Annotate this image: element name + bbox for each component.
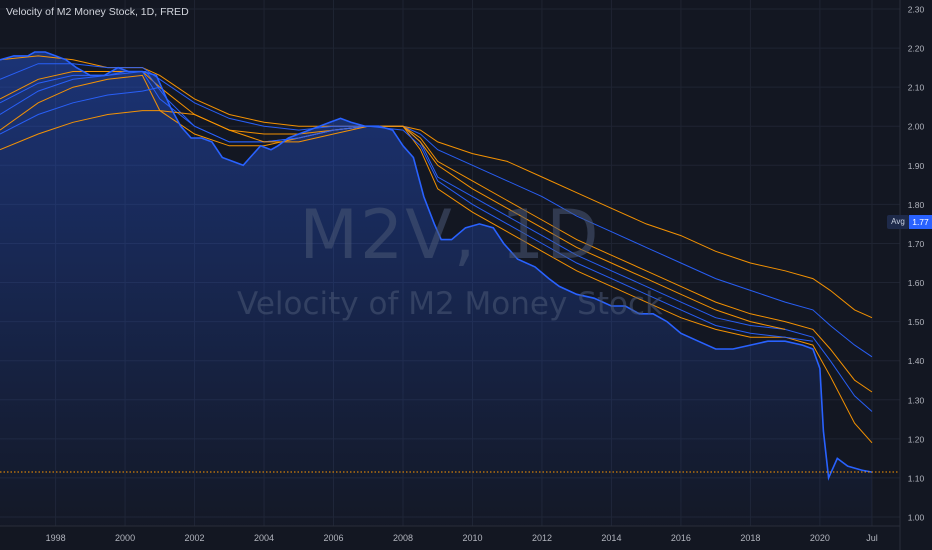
x-tick-label: 2014 [601, 533, 621, 543]
x-tick-label: 2004 [254, 533, 274, 543]
x-tick-label: 2020 [810, 533, 830, 543]
y-tick-label: 1.10 [908, 473, 925, 483]
series-line-5 [0, 74, 873, 444]
series-line-1 [0, 55, 873, 319]
price-line [0, 51, 873, 481]
y-tick-label: 2.00 [908, 122, 925, 132]
y-tick-label: 2.30 [908, 5, 925, 15]
y-tick-label: 1.30 [908, 395, 925, 405]
y-tick-label: 1.70 [908, 239, 925, 249]
avg-label: Avg [887, 215, 909, 229]
series-line-8 [0, 86, 160, 135]
x-tick-label: 2006 [323, 533, 343, 543]
x-tick-label: 2010 [462, 533, 482, 543]
y-tick-label: 2.10 [908, 83, 925, 93]
x-tick-label: 2016 [671, 533, 691, 543]
x-tick-label: 2000 [115, 533, 135, 543]
x-tick-label: 2002 [185, 533, 205, 543]
y-tick-label: 1.90 [908, 161, 925, 171]
avg-value: 1.77 [909, 215, 932, 229]
series-line-4 [0, 70, 873, 412]
x-tick-label: 2008 [393, 533, 413, 543]
x-tick-label: Jul [866, 533, 878, 543]
y-tick-label: 1.60 [908, 278, 925, 288]
y-tick-label: 1.80 [908, 200, 925, 210]
y-tick-label: 1.00 [908, 513, 925, 523]
y-tick-label: 2.20 [908, 44, 925, 54]
x-tick-label: 2012 [532, 533, 552, 543]
series-line-7 [0, 110, 786, 330]
y-axis-panel [900, 0, 932, 550]
x-tick-label: 1998 [46, 533, 66, 543]
x-tick-label: 2018 [740, 533, 760, 543]
y-tick-label: 1.40 [908, 356, 925, 366]
chart-title[interactable]: Velocity of M2 Money Stock, 1D, FRED [6, 6, 189, 18]
area-fill [0, 52, 872, 526]
y-tick-label: 1.50 [908, 317, 925, 327]
y-tick-label: 1.20 [908, 434, 925, 444]
